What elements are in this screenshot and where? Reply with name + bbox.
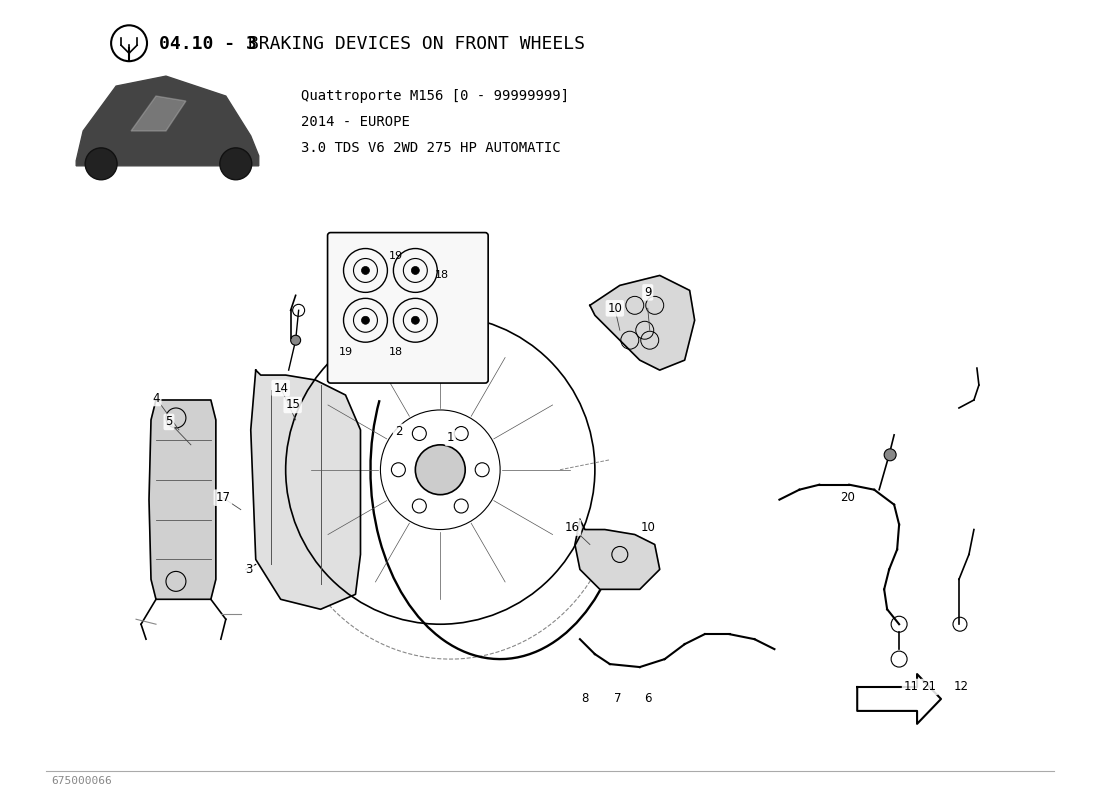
Text: 16: 16: [564, 521, 580, 534]
Text: 10: 10: [640, 521, 656, 534]
Polygon shape: [575, 519, 660, 590]
Text: 4: 4: [152, 391, 160, 405]
Polygon shape: [76, 76, 258, 166]
Polygon shape: [251, 370, 361, 610]
Text: 18: 18: [436, 270, 449, 281]
Text: 15: 15: [285, 398, 300, 411]
Text: 2014 - EUROPE: 2014 - EUROPE: [300, 115, 409, 129]
Circle shape: [290, 335, 300, 345]
Circle shape: [884, 449, 896, 461]
Text: 7: 7: [614, 693, 622, 706]
Text: 10: 10: [607, 302, 623, 315]
Polygon shape: [857, 674, 940, 724]
Text: 18: 18: [388, 347, 403, 357]
Text: 2: 2: [395, 426, 403, 438]
Text: 3.0 TDS V6 2WD 275 HP AUTOMATIC: 3.0 TDS V6 2WD 275 HP AUTOMATIC: [300, 141, 560, 155]
Text: 9: 9: [644, 286, 651, 299]
Text: 14: 14: [273, 382, 288, 394]
Text: 6: 6: [644, 693, 651, 706]
Polygon shape: [590, 275, 694, 370]
Text: 21: 21: [922, 681, 936, 694]
Circle shape: [362, 266, 370, 274]
Circle shape: [362, 316, 370, 324]
Text: 12: 12: [954, 681, 968, 694]
Text: 3: 3: [245, 563, 253, 576]
Text: Quattroporte M156 [0 - 99999999]: Quattroporte M156 [0 - 99999999]: [300, 89, 569, 103]
Text: 04.10 - 3: 04.10 - 3: [160, 35, 257, 54]
Polygon shape: [131, 96, 186, 131]
Polygon shape: [148, 400, 216, 599]
Text: 11: 11: [903, 681, 918, 694]
Text: 5: 5: [165, 415, 173, 429]
Circle shape: [411, 266, 419, 274]
Text: 675000066: 675000066: [52, 776, 112, 786]
Text: 8: 8: [581, 693, 589, 706]
Circle shape: [416, 445, 465, 494]
FancyBboxPatch shape: [328, 233, 488, 383]
Circle shape: [85, 148, 117, 180]
Circle shape: [220, 148, 252, 180]
Text: 19: 19: [388, 250, 403, 261]
Text: 17: 17: [216, 491, 230, 504]
Text: 20: 20: [839, 491, 855, 504]
Text: BRAKING DEVICES ON FRONT WHEELS: BRAKING DEVICES ON FRONT WHEELS: [236, 35, 585, 54]
Text: 19: 19: [339, 347, 353, 357]
Text: 1: 1: [447, 431, 454, 444]
Circle shape: [411, 316, 419, 324]
